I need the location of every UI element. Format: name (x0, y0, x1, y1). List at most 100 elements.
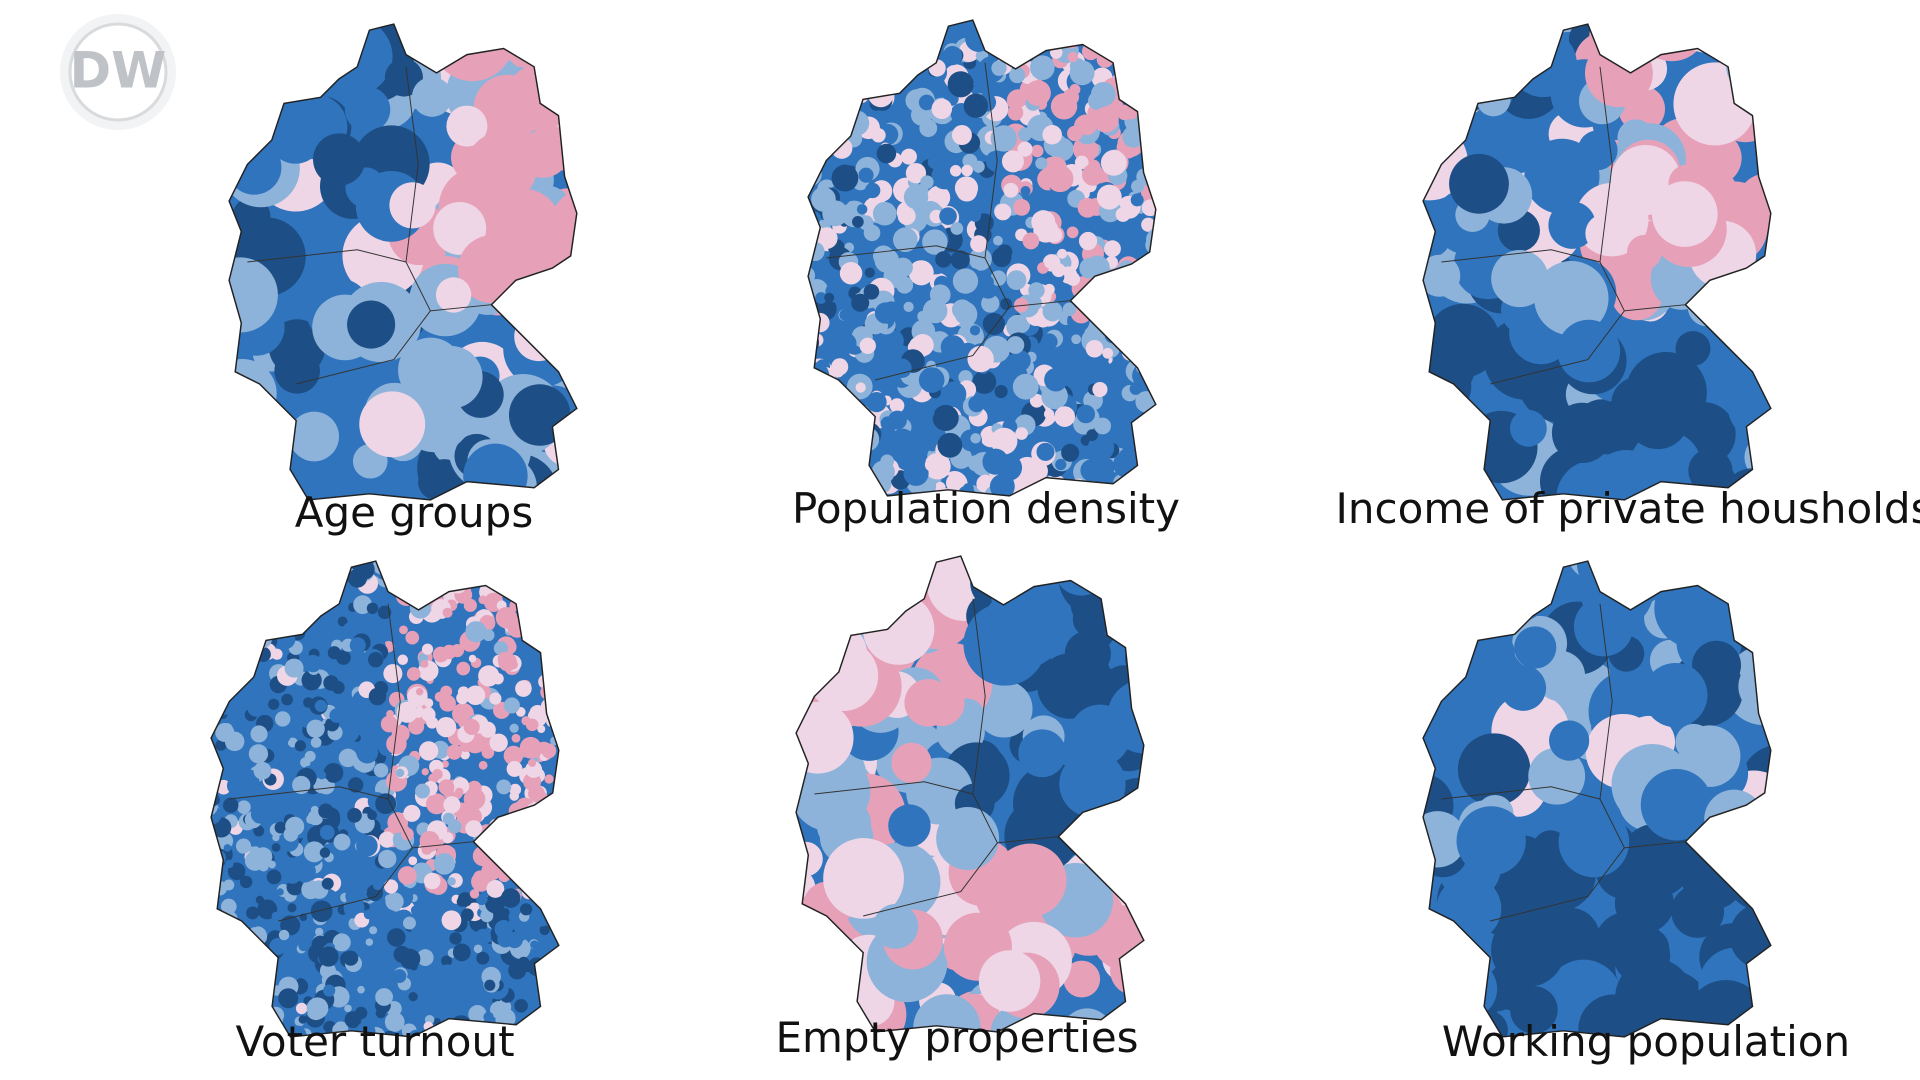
map-region (897, 207, 916, 226)
map-region (475, 928, 492, 945)
map-region (1150, 329, 1156, 348)
map-caption: Empty properties (775, 1013, 1138, 1062)
map-region (1096, 184, 1122, 210)
map-region (838, 92, 849, 103)
map-region (1012, 373, 1039, 400)
map-region (405, 583, 418, 596)
map-region (519, 815, 530, 826)
map-region (864, 20, 888, 32)
map-region (1423, 340, 1475, 396)
map-region (323, 675, 339, 691)
map-region (489, 733, 508, 752)
map-region (1081, 163, 1104, 186)
map-region (347, 561, 368, 566)
map-region (509, 564, 526, 580)
map-region (375, 793, 397, 815)
map-region (421, 768, 429, 776)
state-border (826, 62, 1071, 381)
map-region (503, 857, 517, 870)
map-region (503, 697, 520, 714)
map-region (1089, 20, 1109, 29)
state-border (814, 598, 1059, 917)
map-region (897, 49, 920, 73)
map-region (545, 632, 559, 652)
map-region (1030, 55, 1055, 81)
map-region (1454, 441, 1497, 484)
map-region (1130, 193, 1144, 207)
map-region (1126, 342, 1140, 356)
map-region (483, 1011, 494, 1023)
map-region (465, 820, 483, 838)
map-region (893, 227, 918, 253)
map-region (239, 875, 253, 889)
map-region (1467, 24, 1537, 77)
map-region (858, 435, 872, 448)
map-region (867, 20, 879, 24)
map-region (1738, 658, 1771, 715)
map-region (415, 687, 424, 696)
map-region (1134, 265, 1156, 291)
map-region (473, 944, 483, 954)
map-region (397, 866, 417, 885)
map-region (473, 74, 542, 143)
map-region (979, 275, 994, 290)
map-region (808, 419, 811, 433)
map-region (552, 561, 559, 568)
map-region (866, 20, 886, 40)
map-region (1015, 427, 1028, 440)
map (795, 555, 1145, 1033)
map-region (294, 860, 316, 883)
map-region (808, 167, 816, 188)
map-region (508, 961, 527, 980)
map-region (1115, 30, 1132, 47)
map-region (544, 998, 555, 1009)
map-region (220, 932, 230, 942)
map-region (454, 787, 464, 797)
map-region (833, 125, 849, 141)
map-region (567, 104, 577, 146)
map-region (476, 893, 488, 906)
map-region (1152, 189, 1156, 205)
map-region (810, 428, 829, 448)
map-region (541, 743, 557, 759)
map-region (411, 76, 452, 117)
map-region (436, 717, 457, 738)
map-region (377, 605, 392, 620)
map-region (310, 737, 322, 748)
map-region (835, 437, 858, 460)
map-region (808, 110, 814, 128)
map-region (922, 298, 948, 324)
map-region (223, 797, 239, 814)
map-region (808, 33, 823, 55)
map-region (1423, 72, 1464, 155)
map-region (253, 620, 267, 635)
map-region (212, 850, 226, 865)
map-region (1044, 368, 1068, 392)
map-region (432, 768, 443, 780)
map-region (235, 947, 247, 959)
map-region (386, 733, 407, 755)
map-region (554, 955, 559, 965)
map-region (564, 1014, 574, 1024)
map-region (558, 90, 577, 146)
map-region (843, 110, 870, 136)
map-region (837, 41, 860, 64)
map-region (237, 800, 251, 815)
map-region (360, 561, 369, 562)
map-region (446, 105, 488, 147)
map-region (540, 986, 553, 998)
map-region (908, 260, 934, 286)
map-region (546, 551, 555, 560)
map-region (1085, 339, 1104, 358)
map-region (1525, 561, 1561, 582)
map-region (509, 783, 522, 796)
map-region (416, 949, 434, 967)
map-region (963, 602, 1047, 686)
map-region (519, 736, 542, 759)
map-region (993, 400, 1009, 415)
map-region (815, 417, 839, 441)
map-region (278, 988, 299, 1009)
map-region (999, 31, 1014, 46)
map-region (833, 52, 856, 75)
map-region (816, 100, 838, 123)
